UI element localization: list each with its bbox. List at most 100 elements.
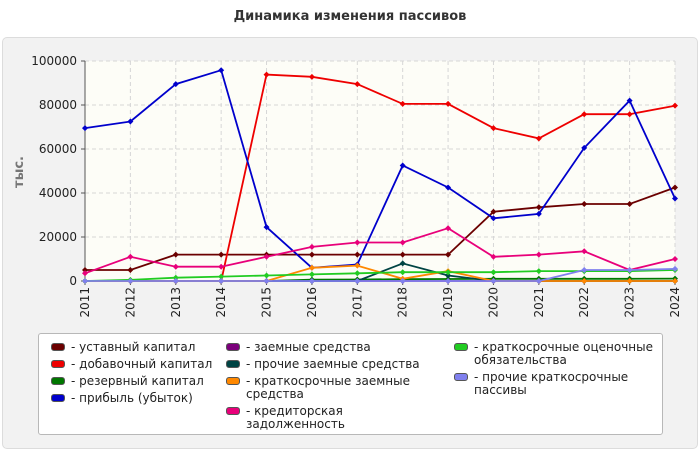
x-tick-label: 2023	[623, 287, 637, 318]
y-tick-label: 60000	[39, 142, 77, 156]
data-point	[535, 268, 542, 275]
data-point	[308, 264, 315, 271]
legend-column: - уставный капитал - добавочный капитал - …	[51, 341, 221, 409]
legend-label: - прибыль (убыток)	[71, 391, 193, 405]
data-point	[218, 263, 225, 270]
series-line	[84, 69, 676, 269]
data-point	[127, 253, 134, 260]
x-tick-label: 2012	[123, 287, 137, 318]
data-point	[172, 278, 179, 284]
data-point	[535, 204, 542, 211]
data-point	[490, 253, 497, 260]
series-layer	[82, 67, 678, 284]
legend-swatch	[454, 343, 468, 351]
data-point	[490, 215, 497, 222]
y-tick-label: 20000	[39, 230, 77, 244]
legend-label: - заемные средства	[246, 340, 371, 354]
x-tick-label: 2011	[78, 287, 92, 318]
data-point	[218, 251, 225, 258]
legend-column: - заемные средства - прочие заемные средс…	[226, 341, 441, 435]
legend-label: - кредиторская задолженность	[246, 404, 345, 431]
series-line	[85, 186, 676, 271]
data-point	[490, 278, 497, 284]
x-tick-label: 2017	[350, 287, 364, 318]
data-point	[445, 272, 452, 279]
legend-item: - заемные средства	[226, 341, 441, 354]
data-point	[672, 265, 678, 272]
legend-swatch	[226, 360, 240, 368]
y-axis-label: тыс.	[12, 156, 27, 188]
data-point	[626, 111, 633, 118]
data-point	[399, 269, 406, 276]
x-tick-label: 2013	[169, 287, 183, 318]
legend-swatch	[51, 377, 65, 385]
data-point	[535, 278, 542, 284]
data-point	[308, 271, 315, 278]
data-point	[354, 262, 361, 269]
legend-swatch	[51, 343, 65, 351]
data-point	[672, 102, 678, 109]
data-point	[535, 135, 542, 142]
legend-label: - краткосрочные оценочные обязательства	[474, 340, 653, 367]
x-tick-label: 2018	[396, 287, 410, 318]
legend-item: - краткосрочные оценочные обязательства	[454, 341, 654, 367]
data-point	[127, 267, 134, 273]
legend-label: - уставный капитал	[71, 340, 196, 354]
y-tick-label: 0	[69, 274, 77, 288]
data-point	[263, 272, 270, 279]
data-point	[308, 278, 315, 284]
data-point	[218, 278, 225, 284]
data-point	[445, 269, 452, 276]
data-point	[490, 269, 497, 276]
data-point	[308, 251, 315, 258]
x-tick-label: 2019	[441, 287, 455, 318]
x-tick-label: 2022	[577, 287, 591, 318]
y-tick-label: 100000	[31, 54, 77, 68]
series-line	[84, 227, 676, 275]
data-point	[354, 239, 361, 246]
legend-label: - краткосрочные заемные средства	[246, 374, 410, 401]
data-point	[263, 278, 270, 284]
data-point	[399, 251, 406, 258]
data-point	[172, 274, 179, 281]
x-tick-label: 2016	[305, 287, 319, 318]
legend-swatch	[51, 360, 65, 368]
data-point	[263, 253, 270, 260]
series-прочие-краткосрочные-пассивы	[82, 265, 678, 284]
data-point	[263, 71, 270, 78]
data-point	[127, 118, 134, 125]
data-point	[672, 256, 678, 262]
legend-swatch	[226, 343, 240, 351]
y-tick-label: 80000	[39, 98, 77, 112]
data-point	[354, 270, 361, 277]
data-point	[82, 270, 88, 277]
legend-swatch	[226, 407, 240, 415]
legend: - уставный капитал - добавочный капитал - …	[38, 333, 663, 435]
data-point	[127, 278, 134, 284]
data-point	[399, 239, 406, 246]
data-point	[626, 97, 633, 104]
legend-item: - краткосрочные заемные средства	[226, 375, 441, 401]
data-point	[445, 184, 452, 191]
legend-label: - прочие заемные средства	[246, 357, 420, 371]
data-point	[490, 125, 497, 132]
legend-item: - прочие краткосрочные пассивы	[454, 371, 654, 397]
series-прибыль-(убыток)	[82, 67, 678, 271]
data-point	[581, 278, 588, 284]
plot-area	[85, 61, 675, 281]
data-point	[581, 201, 588, 207]
chart-title: Динамика изменения пассивов	[233, 9, 467, 24]
data-point	[581, 144, 588, 151]
data-point	[218, 67, 225, 74]
data-point	[82, 125, 88, 132]
legend-label: - добавочный капитал	[71, 357, 213, 371]
data-point	[399, 100, 406, 107]
y-tick-label: 40000	[39, 186, 77, 200]
legend-item: - прочие заемные средства	[226, 358, 441, 371]
data-point	[490, 208, 497, 215]
data-point	[445, 251, 452, 258]
data-point	[399, 162, 406, 169]
data-point	[626, 278, 633, 284]
data-point	[308, 243, 315, 250]
